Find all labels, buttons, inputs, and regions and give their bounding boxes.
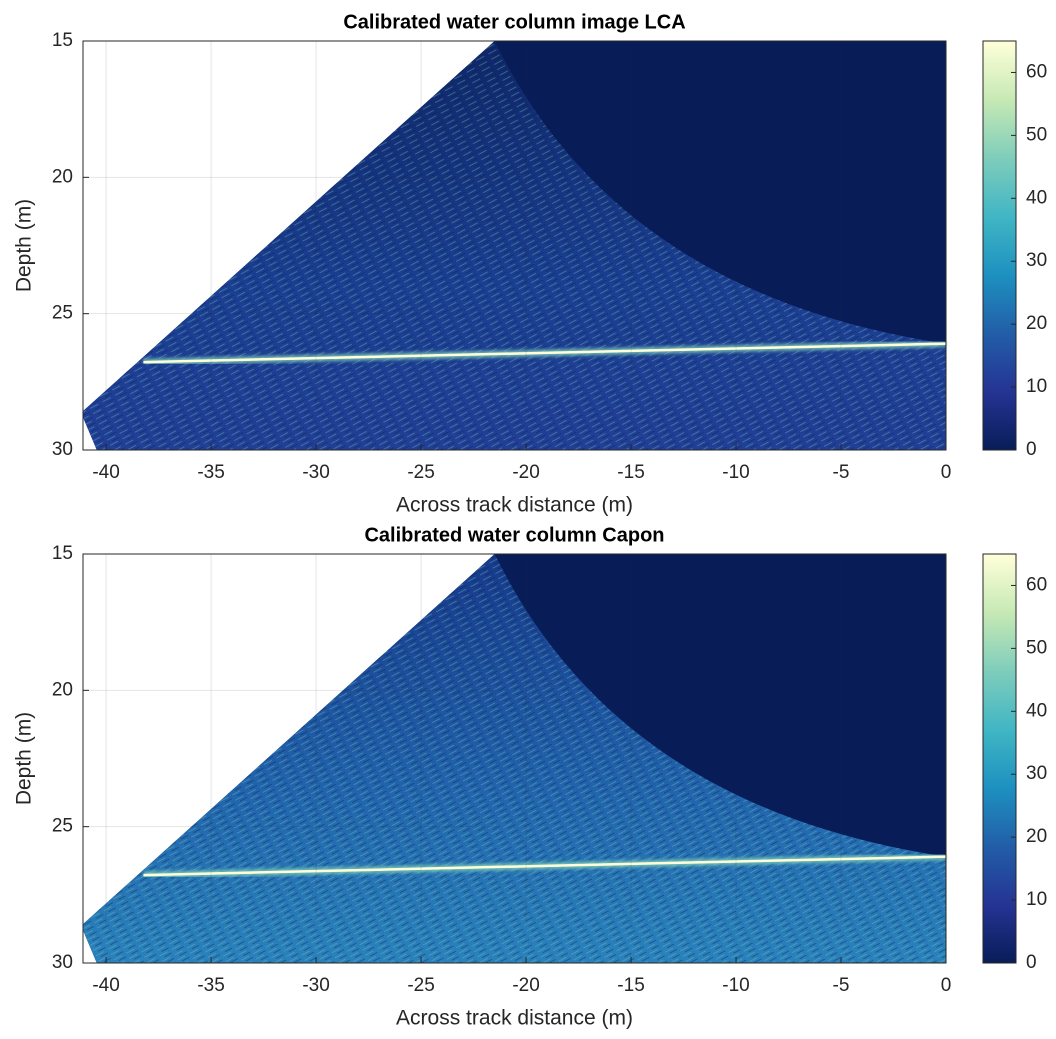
colorbar-tick-label: 20 <box>1026 313 1047 334</box>
y-tick-label: 15 <box>52 543 73 564</box>
y-axis-label: Depth (m) <box>13 199 36 292</box>
x-tick-label: -40 <box>92 462 119 483</box>
x-tick-label: -20 <box>512 975 539 996</box>
colorbar-tick-label: 0 <box>1026 952 1037 973</box>
x-tick-label: -5 <box>833 975 850 996</box>
x-tick-label: -25 <box>407 462 434 483</box>
y-tick-label: 30 <box>52 952 73 973</box>
seafloor-line <box>143 342 947 364</box>
y-tick-label: 30 <box>52 439 73 460</box>
x-tick-label: -5 <box>833 462 850 483</box>
chart-title: Calibrated water column Capon <box>364 524 664 546</box>
y-axis-label: Depth (m) <box>13 712 36 805</box>
seafloor-line <box>143 855 947 877</box>
x-tick-label: -10 <box>722 975 749 996</box>
colorbar-tick-label: 20 <box>1026 826 1047 847</box>
colorbar-tick-label: 40 <box>1026 187 1047 208</box>
x-tick-label: 0 <box>941 975 952 996</box>
x-axis-label: Across track distance (m) <box>396 1007 633 1030</box>
colorbar-tick-label: 10 <box>1026 889 1047 910</box>
y-tick-label: 20 <box>52 166 73 187</box>
image-empty <box>494 554 946 857</box>
colorbar <box>982 40 1017 451</box>
x-tick-label: -20 <box>512 462 539 483</box>
colorbar-tick-label: 0 <box>1026 439 1037 460</box>
colorbar <box>982 553 1017 964</box>
x-tick-label: -35 <box>197 462 224 483</box>
x-tick-label: -15 <box>617 975 644 996</box>
axes-box <box>82 553 947 964</box>
colorbar-tick-label: 50 <box>1026 637 1047 658</box>
y-tick-label: 25 <box>52 816 73 837</box>
chart-title: Calibrated water column image LCA <box>343 11 685 33</box>
x-tick-label: -30 <box>302 975 329 996</box>
image-outside <box>83 41 495 450</box>
y-tick-label: 25 <box>52 303 73 324</box>
axes-box <box>82 40 947 451</box>
colorbar-tick-label: 40 <box>1026 700 1047 721</box>
colorbar-tick-label: 30 <box>1026 763 1047 784</box>
colorbar-tick-label: 10 <box>1026 376 1047 397</box>
y-tick-label: 15 <box>52 30 73 51</box>
x-tick-label: -10 <box>722 462 749 483</box>
image-outside <box>83 554 495 963</box>
colorbar-tick-label: 60 <box>1026 61 1047 82</box>
x-tick-label: -15 <box>617 462 644 483</box>
x-tick-label: -40 <box>92 975 119 996</box>
colorbar-tick-label: 50 <box>1026 124 1047 145</box>
x-tick-label: 0 <box>941 462 952 483</box>
colorbar-tick-label: 60 <box>1026 574 1047 595</box>
x-tick-label: -35 <box>197 975 224 996</box>
x-tick-label: -30 <box>302 462 329 483</box>
x-axis-label: Across track distance (m) <box>396 494 633 517</box>
x-tick-label: -25 <box>407 975 434 996</box>
image-empty <box>494 41 946 344</box>
y-tick-label: 20 <box>52 679 73 700</box>
colorbar-tick-label: 30 <box>1026 250 1047 271</box>
